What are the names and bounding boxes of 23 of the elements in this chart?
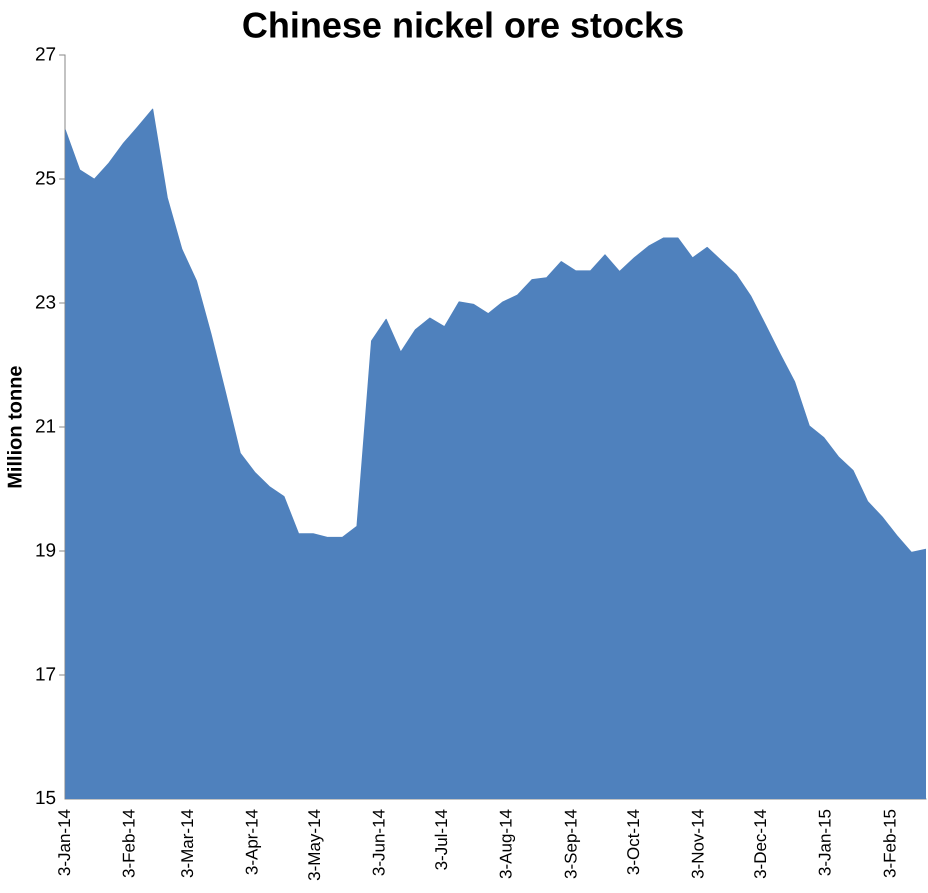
x-tick-label: 3-Oct-14 xyxy=(624,809,643,876)
x-tick-label: 3-Aug-14 xyxy=(496,809,516,879)
x-tick-label: 3-Mar-14 xyxy=(178,809,197,878)
y-tick-label: 17 xyxy=(34,664,56,686)
chart-title: Chinese nickel ore stocks xyxy=(242,4,684,46)
y-tick-label: 19 xyxy=(34,540,56,562)
x-tick-label: 3-Feb-14 xyxy=(119,809,138,878)
y-tick-label: 23 xyxy=(34,292,56,314)
x-tick-label: 3-Jan-14 xyxy=(54,809,74,876)
y-axis-title: Million tonne xyxy=(4,365,27,489)
x-tick-label: 3-Nov-14 xyxy=(688,809,708,879)
x-tick-label: 3-Jan-15 xyxy=(816,809,835,876)
x-tick-label: 3-Apr-14 xyxy=(242,809,262,876)
x-tick-label: 3-Sep-14 xyxy=(561,809,580,879)
x-tick-label: 3-Dec-14 xyxy=(751,809,770,879)
x-tick-label: 3-May-14 xyxy=(304,809,324,881)
y-tick-label: 21 xyxy=(34,416,56,438)
y-tick-label: 25 xyxy=(34,168,56,190)
x-tick-label: 3-Jul-14 xyxy=(432,809,452,870)
y-tick-label: 27 xyxy=(34,44,56,66)
x-tick-label: 3-Jun-14 xyxy=(370,809,389,876)
x-tick-label: 3-Feb-15 xyxy=(880,809,900,878)
y-tick-label: 15 xyxy=(34,788,56,810)
